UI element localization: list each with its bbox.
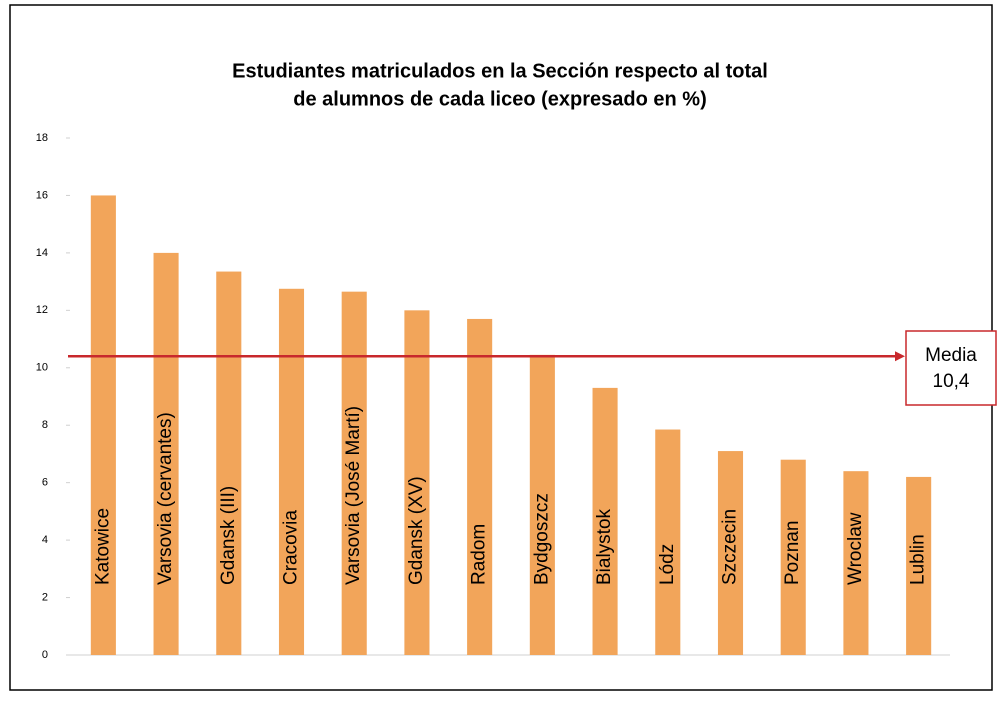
chart-title: Estudiantes matriculados en la Sección r… [232, 60, 768, 82]
reference-label: Media [925, 345, 977, 366]
bar [341, 291, 367, 655]
y-tick-label: 4 [42, 534, 48, 546]
arrow-head [895, 351, 905, 362]
x-tick-label: Wroclaw [845, 512, 866, 585]
x-tick-label: Lublin [908, 534, 929, 585]
x-tick-label: Bialystok [594, 508, 615, 585]
bar [90, 195, 116, 655]
bar [717, 451, 744, 655]
bar [404, 310, 430, 655]
x-tick-label: Bydgoszcz [531, 493, 552, 585]
y-tick-label: 6 [42, 477, 48, 489]
x-tick-label: Varsovia (cervantes) [155, 412, 176, 585]
x-tick-label: Varsovia (José Martí) [343, 406, 364, 585]
reference-value-label: 10,4 [933, 371, 970, 392]
x-tick-label: Cracovia [281, 510, 302, 585]
x-tick-label: Katowice [92, 508, 113, 585]
bar [592, 387, 618, 655]
y-tick-label: 10 [36, 362, 48, 374]
bar [780, 459, 806, 655]
x-tick-label: Gdansk (XV) [406, 476, 427, 585]
y-tick-label: 14 [36, 247, 48, 259]
x-tick-label: Poznan [782, 521, 803, 585]
y-tick-label: 2 [42, 591, 48, 603]
bar [529, 354, 555, 655]
bar [843, 471, 869, 655]
x-tick-label: Gdansk (III) [218, 486, 239, 585]
x-tick-label: Radom [469, 524, 490, 585]
bar [467, 318, 493, 655]
x-tick-label: Lódz [657, 544, 678, 585]
bar [655, 429, 681, 655]
x-tick-label: Szczecin [720, 509, 741, 585]
chart-title: de alumnos de cada liceo (expresado en %… [293, 88, 706, 110]
y-tick-label: 8 [42, 419, 48, 431]
y-tick-label: 18 [36, 132, 48, 144]
bar [216, 271, 242, 655]
reference-box [905, 330, 997, 406]
y-tick-label: 0 [42, 649, 48, 661]
bar [153, 252, 179, 655]
bar [278, 288, 305, 655]
y-tick-label: 12 [36, 304, 48, 316]
y-tick-label: 16 [36, 189, 48, 201]
bar [906, 476, 932, 655]
